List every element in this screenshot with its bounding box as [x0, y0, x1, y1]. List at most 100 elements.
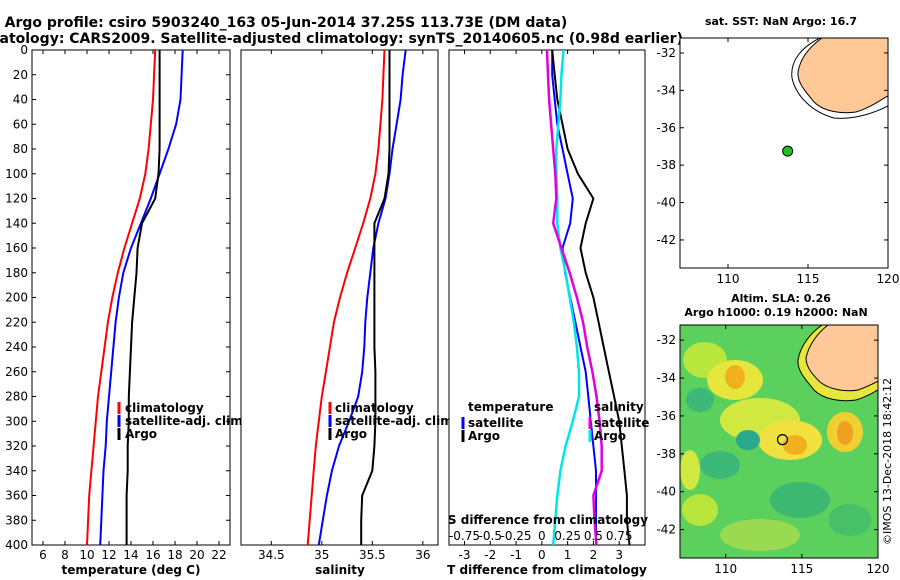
depth-tick-label: 280 [5, 390, 28, 404]
x-tick-label: 2 [590, 548, 598, 562]
australia-landmass [797, 38, 888, 113]
x-tick-label: 1 [564, 548, 572, 562]
temperature-axes-frame [31, 49, 231, 546]
x-tick-label: 14 [123, 548, 138, 562]
depth-tick-label: 300 [5, 414, 28, 428]
shelf-contour [797, 325, 878, 402]
lat-tick-label: -36 [656, 121, 676, 135]
s-diff-tick-label: -0.5 [479, 529, 502, 543]
argo-float-location-marker [776, 434, 789, 446]
difference-panel: -3 -2 -1 0 1 2 3 temperature satellite Argo sa… [447, 49, 649, 577]
sst-map-frame [679, 37, 889, 269]
lon-tick-label: 115 [790, 562, 813, 576]
salinity-xlabel: salinity [315, 563, 365, 577]
temperature-xlabel: temperature (deg C) [62, 563, 201, 577]
depth-tick-label: 240 [5, 340, 28, 354]
depth-tick-label: 220 [5, 315, 28, 329]
lat-tick-label: -34 [656, 83, 676, 97]
s-diff-tick-label: 0.75 [606, 529, 633, 543]
x-tick-label: 3 [615, 548, 623, 562]
x-tick-label: 35.5 [359, 548, 386, 562]
depth-tick-label: 60 [13, 117, 28, 131]
depth-tick-label: 320 [5, 439, 28, 453]
lat-tick-label: -32 [656, 46, 676, 60]
t-difference-argo-line [551, 50, 631, 545]
depth-tick-label: 160 [5, 241, 28, 255]
legend-satellite-label: satellite-adj. clim. [125, 414, 247, 428]
lat-tick-label: -42 [656, 523, 676, 537]
altimetry-map: Altim. SLA: 0.26 Argo h1000: 0.19 h2000:… [656, 292, 894, 576]
s-difference-label: S difference from climatology [448, 513, 648, 527]
depth-tick-label: 0 [20, 43, 28, 57]
lat-tick-label: -42 [656, 233, 676, 247]
lat-tick-label: -32 [656, 333, 676, 347]
x-tick-label: 10 [79, 548, 94, 562]
x-tick-label: 8 [61, 548, 69, 562]
depth-tick-label: 360 [5, 489, 28, 503]
temperature-legend: climatology satellite-adj. clim. Argo [117, 401, 247, 441]
depth-tick-label: 40 [13, 93, 28, 107]
lon-tick-label: 115 [797, 272, 820, 286]
depth-tick-label: 140 [5, 216, 28, 230]
s-difference-satellite-line [551, 50, 581, 545]
x-tick-label: 12 [101, 548, 116, 562]
salinity-legend: climatology satellite-adj. clim. Argo [328, 401, 457, 441]
legend-t-argo-label: Argo [468, 429, 500, 443]
lat-tick-label: -36 [656, 409, 676, 423]
temperature-satellite-line [99, 50, 184, 545]
altim-map-title-line2: Argo h1000: 0.19 h2000: NaN [684, 306, 867, 319]
salinity-panel: 34.5 35 35.5 36 climatology satellite-adj. … [240, 49, 457, 577]
salinity-climatology-line [306, 50, 386, 545]
x-tick-label: 20 [189, 548, 204, 562]
altim-map-frame [679, 324, 879, 559]
x-tick-label: 34.5 [258, 548, 285, 562]
sst-location-map: sat. SST: NaN Argo: 16.7 -32 -34 -36 -38 -40… [656, 15, 899, 286]
depth-tick-label: 120 [5, 192, 28, 206]
lat-tick-label: -40 [656, 485, 676, 499]
legend-argo-label: Argo [125, 427, 157, 441]
x-tick-label: 0 [538, 548, 546, 562]
salinity-argo-line [360, 50, 391, 545]
legend-salinity-title: salinity [594, 400, 644, 414]
lat-tick-label: -38 [656, 158, 676, 172]
x-tick-label: 6 [39, 548, 47, 562]
s-diff-tick-label: -0.75 [449, 529, 480, 543]
depth-tick-label: 20 [13, 68, 28, 82]
x-tick-label: 35 [314, 548, 329, 562]
depth-tick-label: 180 [5, 266, 28, 280]
difference-legend: temperature satellite Argo salinity sate… [461, 400, 649, 443]
x-tick-label: 18 [167, 548, 182, 562]
imos-timestamp: ©IMOS 13-Dec-2018 18:42:12 [881, 378, 894, 545]
s-difference-argo-line [545, 50, 603, 545]
figure-title-line1: Argo profile: csiro 5903240_163 05-Jun-2… [5, 15, 568, 31]
s-diff-tick-label: 0 [538, 529, 546, 543]
x-tick-label: 36 [415, 548, 430, 562]
x-tick-label: -1 [510, 548, 522, 562]
legend-climatology-label: climatology [335, 401, 414, 415]
argo-float-location-marker [782, 145, 794, 157]
x-tick-label: -3 [458, 548, 470, 562]
s-diff-tick-label: 0.25 [554, 529, 581, 543]
lon-tick-label: 120 [877, 272, 900, 286]
shelf-contour-outer [791, 38, 888, 119]
lon-tick-label: 110 [714, 562, 737, 576]
lon-tick-label: 120 [867, 562, 890, 576]
x-tick-label: 22 [211, 548, 226, 562]
difference-axes-frame [448, 49, 646, 546]
legend-s-satellite-label: satellite [594, 416, 649, 430]
lat-tick-label: -34 [656, 371, 676, 385]
s-diff-tick-label: -0.25 [501, 529, 532, 543]
t-difference-xlabel: T difference from climatology [447, 563, 647, 577]
lon-tick-label: 110 [717, 272, 740, 286]
depth-tick-label: 400 [5, 538, 28, 552]
coastline [797, 38, 888, 114]
legend-temperature-title: temperature [468, 400, 553, 414]
legend-argo-label: Argo [335, 427, 367, 441]
depth-tick-label: 100 [5, 167, 28, 181]
legend-s-argo-label: Argo [594, 429, 626, 443]
x-tick-label: -2 [484, 548, 496, 562]
depth-tick-label: 260 [5, 365, 28, 379]
lat-tick-label: -38 [656, 447, 676, 461]
depth-tick-label: 80 [13, 142, 28, 156]
legend-t-satellite-label: satellite [468, 416, 523, 430]
